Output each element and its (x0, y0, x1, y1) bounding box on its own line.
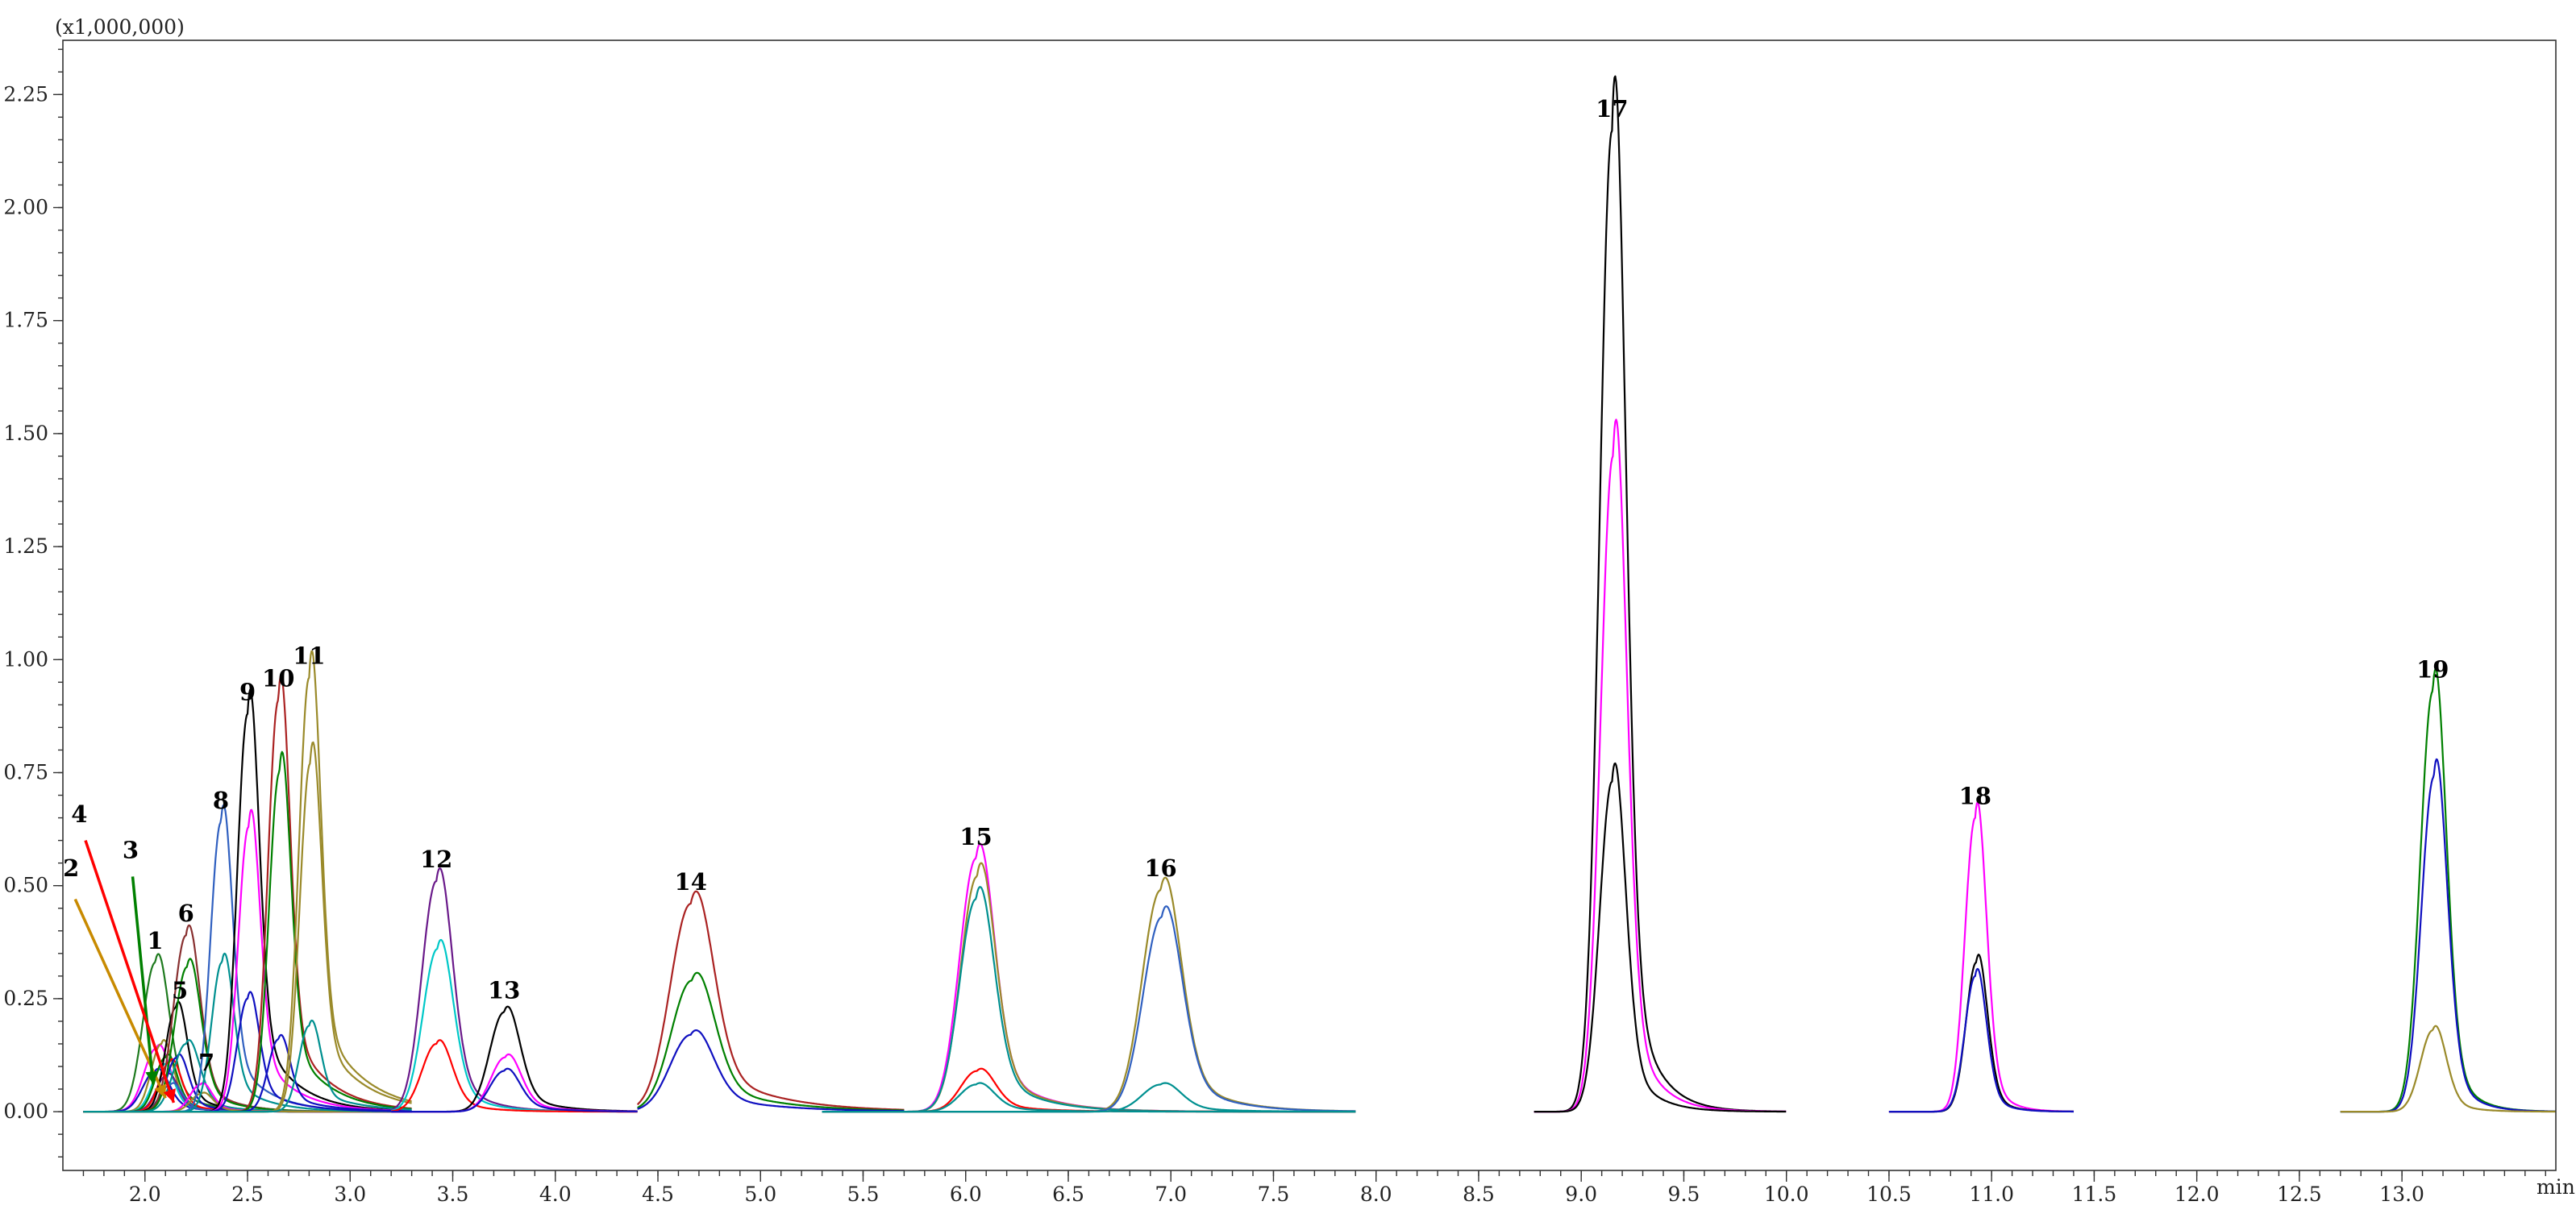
y-tick-label: 0.75 (3, 760, 48, 784)
x-tick-label: 5.0 (744, 1183, 776, 1206)
y-axis-ticks: 0.00 0.25 0.50 0.75 1.00 1.25 1.50 1.75 2.00 2.25 (3, 48, 63, 1158)
x-tick-label: 10.5 (1866, 1183, 1912, 1206)
peak-label-13: 13 (488, 977, 520, 1004)
peak-14-trace (637, 1029, 905, 1112)
peak-label-4: 4 (71, 800, 87, 828)
chromatogram-traces (83, 75, 2556, 1113)
peak-10-trace (83, 750, 412, 1113)
y-tick-label: 0.00 (3, 1100, 48, 1123)
peak-label-17: 17 (1596, 95, 1628, 123)
peak-19-trace (2340, 1025, 2556, 1113)
peak-18-trace (1888, 801, 2074, 1113)
x-tick-label: 4.5 (642, 1183, 674, 1206)
x-tick-label: 9.0 (1565, 1183, 1597, 1206)
x-tick-label: 5.5 (847, 1183, 880, 1206)
peak-label-2: 2 (63, 854, 79, 882)
x-tick-label: 6.0 (950, 1183, 982, 1206)
peak-11-trace (83, 1019, 412, 1113)
x-tick-label: 10.0 (1764, 1183, 1809, 1206)
x-tick-label: 7.5 (1258, 1183, 1290, 1206)
x-tick-label: 12.0 (2174, 1183, 2220, 1206)
peak-15-trace (822, 886, 1356, 1113)
x-tick-label: 3.0 (334, 1183, 366, 1206)
peak-label-10: 10 (262, 665, 294, 692)
y-tick-label: 1.00 (3, 647, 48, 671)
x-tick-label: 8.0 (1360, 1183, 1392, 1206)
peak-17-trace (1534, 75, 1787, 1113)
x-tick-label: 2.5 (231, 1183, 264, 1206)
peak-14-trace (637, 971, 905, 1112)
peak-4-arrow (84, 840, 176, 1104)
peak-14-trace (636, 890, 905, 1111)
x-axis-unit-label: min (2536, 1175, 2575, 1199)
peak-label-16: 16 (1144, 854, 1176, 882)
peak-4-arrowhead (163, 1088, 176, 1103)
peak-10-trace (83, 674, 412, 1113)
peak-19-trace (2340, 758, 2556, 1113)
peak-label-7: 7 (198, 1049, 214, 1076)
peak-9-trace (83, 991, 412, 1113)
x-tick-label: 6.5 (1052, 1183, 1084, 1206)
peak-label-3: 3 (123, 837, 139, 864)
peak-15-trace (822, 1067, 1356, 1113)
peak-13-trace (391, 1053, 638, 1113)
y-tick-label: 0.25 (3, 987, 48, 1010)
peak-3-arrowhead (145, 1070, 159, 1085)
peak-arrows (73, 840, 176, 1104)
peak-label-19: 19 (2416, 655, 2449, 683)
x-tick-label: 4.0 (539, 1183, 572, 1206)
peak-label-9: 9 (239, 678, 256, 705)
y-scale-label: (x1,000,000) (55, 15, 185, 39)
y-tick-label: 1.50 (3, 422, 48, 445)
peak-label-18: 18 (1959, 782, 1991, 809)
peak-15-trace (822, 862, 1356, 1113)
y-tick-label: 0.50 (3, 874, 48, 897)
peak-label-5: 5 (172, 977, 188, 1004)
peak-12-trace (390, 938, 638, 1113)
y-tick-label: 2.25 (3, 82, 48, 106)
x-tick-label: 13.0 (2379, 1183, 2424, 1206)
peak-11-trace (83, 741, 412, 1113)
peak-3-arrow (131, 876, 155, 1085)
x-tick-label: 2.0 (129, 1183, 161, 1206)
peak-18-trace (1888, 967, 2074, 1113)
y-tick-label: 1.25 (3, 534, 48, 558)
peak-15-trace (822, 842, 1356, 1113)
x-tick-label: 3.5 (437, 1183, 469, 1206)
x-axis-ticks: 2.0 2.5 3.0 3.5 4.0 4.5 5.0 5.5 6.0 6.5 7.0 7.5 8.0 8… (82, 1170, 2546, 1206)
peak-12-trace (391, 1039, 638, 1113)
peak-label-15: 15 (959, 823, 992, 850)
x-tick-label: 8.5 (1463, 1183, 1495, 1206)
plot-frame (62, 39, 2557, 1171)
x-tick-label: 9.5 (1668, 1183, 1700, 1206)
peak-5-trace (83, 1000, 412, 1113)
x-tick-label: 11.5 (2072, 1183, 2117, 1206)
y-tick-label: 1.75 (3, 309, 48, 332)
chart-axes (62, 39, 2557, 1171)
peak-17-trace (1534, 762, 1787, 1113)
peak-17-trace (1534, 418, 1787, 1113)
peak-9-trace (83, 688, 412, 1113)
y-tick-label: 2.00 (3, 195, 48, 218)
peak-label-8: 8 (213, 787, 229, 814)
x-tick-label: 7.0 (1155, 1183, 1187, 1206)
peak-16-trace (822, 876, 1356, 1113)
x-tick-label: 11.0 (1969, 1183, 2014, 1206)
peak-label-14: 14 (675, 868, 707, 896)
peak-2-arrowhead (154, 1083, 166, 1099)
peak-13-trace (391, 1067, 638, 1113)
peak-label-12: 12 (420, 846, 452, 873)
peak-label-11: 11 (293, 642, 325, 670)
peak-label-1: 1 (147, 927, 163, 954)
peak-label-6: 6 (178, 900, 194, 927)
peak-16-trace (822, 1082, 1356, 1113)
x-tick-label: 12.5 (2277, 1183, 2322, 1206)
peak-16-trace (822, 905, 1356, 1113)
